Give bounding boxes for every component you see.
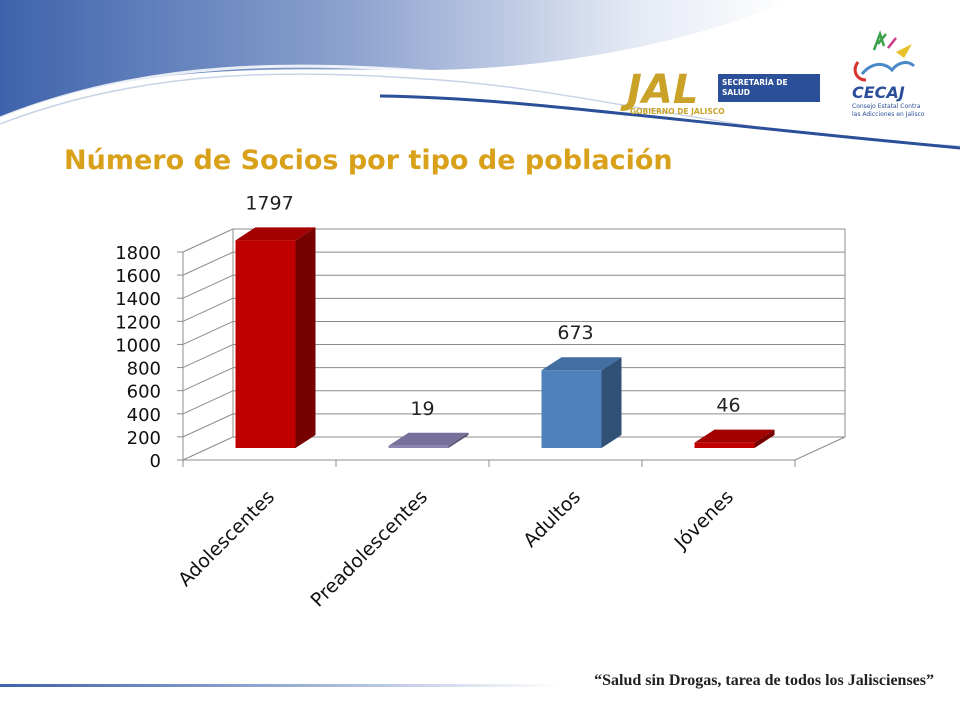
cecaj-figure-green [872,30,887,51]
chart-axes [177,229,846,467]
cecaj-word: CECAJ [852,83,905,102]
gridline-side [182,251,234,276]
cecaj-line2: las Adicciones en Jalisco [852,111,925,118]
jal-dept-box [718,74,820,102]
y-tick-label: 1400 [115,289,161,310]
data-label: 46 [716,395,740,417]
cecaj-logo: CECAJ Consejo Estatal Contra las Adiccio… [852,30,925,118]
jal-logo: JAL GOBIERNO DE JALISCO SECRETARÍA DE SA… [620,67,820,116]
header-banner [0,0,960,150]
bar-top [694,429,775,443]
data-label: 673 [557,322,593,344]
data-label: 19 [410,398,434,420]
gridline-side [182,297,234,322]
y-tick-label: 0 [150,451,161,472]
y-tick-label: 600 [127,382,161,403]
x-tick-label: Preadolescentes [306,486,432,612]
floor-right-edge [794,436,846,461]
gridline-side [182,390,234,415]
data-label: 1797 [245,192,293,214]
cecaj-figure-pink [887,37,897,49]
y-tick-label: 1600 [115,266,161,287]
chart-bars [235,227,775,448]
cecaj-line1: Consejo Estatal Contra [852,103,921,110]
y-tick-label: 1800 [115,243,161,264]
footer: “Salud sin Drogas, tarea de todos los Ja… [0,672,934,689]
bar-side [295,227,316,448]
gridline-side [182,413,234,438]
bar-front [235,240,296,448]
y-tick-label: 400 [127,405,161,426]
jal-dept-line1: SECRETARÍA DE [722,78,788,87]
bar-preadolescentes [388,432,469,448]
x-tick-label: Adultos [519,486,585,552]
bar-top [541,357,622,371]
gridline-side [182,320,234,345]
chart-grid [182,228,845,461]
jal-dept-line2: SALUD [722,88,750,97]
cecaj-figure-yellow [896,44,912,58]
footer-rule [0,684,560,687]
x-tick-label: Adolescentes [174,486,279,591]
jal-logo-sub: GOBIERNO DE JALISCO [630,107,725,116]
slide-title: Número de Socios por tipo de población [64,145,673,176]
bar-adultos [541,357,622,448]
bar-top [388,432,469,446]
bar-top [235,227,316,241]
gridline-side [182,344,234,369]
gridline-side [182,228,234,253]
y-tick-label: 200 [127,428,161,449]
bar-side [754,429,775,448]
y-tick-label: 1200 [115,312,161,333]
gridline-side [182,274,234,299]
gridline-side [182,436,234,461]
bar-adolescentes [235,227,316,448]
footer-motto: “Salud sin Drogas, tarea de todos los Ja… [594,672,934,689]
x-tick-label: Jóvenes [670,486,738,554]
y-tick-label: 800 [127,359,161,380]
bar-front [388,445,449,448]
jal-logo-word: JAL [620,67,698,113]
bar-front [694,442,755,448]
bar-side [601,357,622,448]
bar-jóvenes [694,429,775,448]
bar-side [448,432,469,448]
bar-front [541,370,602,448]
y-tick-label: 1000 [115,335,161,356]
cecaj-wave-icon [860,61,916,76]
gridline-side [182,367,234,392]
